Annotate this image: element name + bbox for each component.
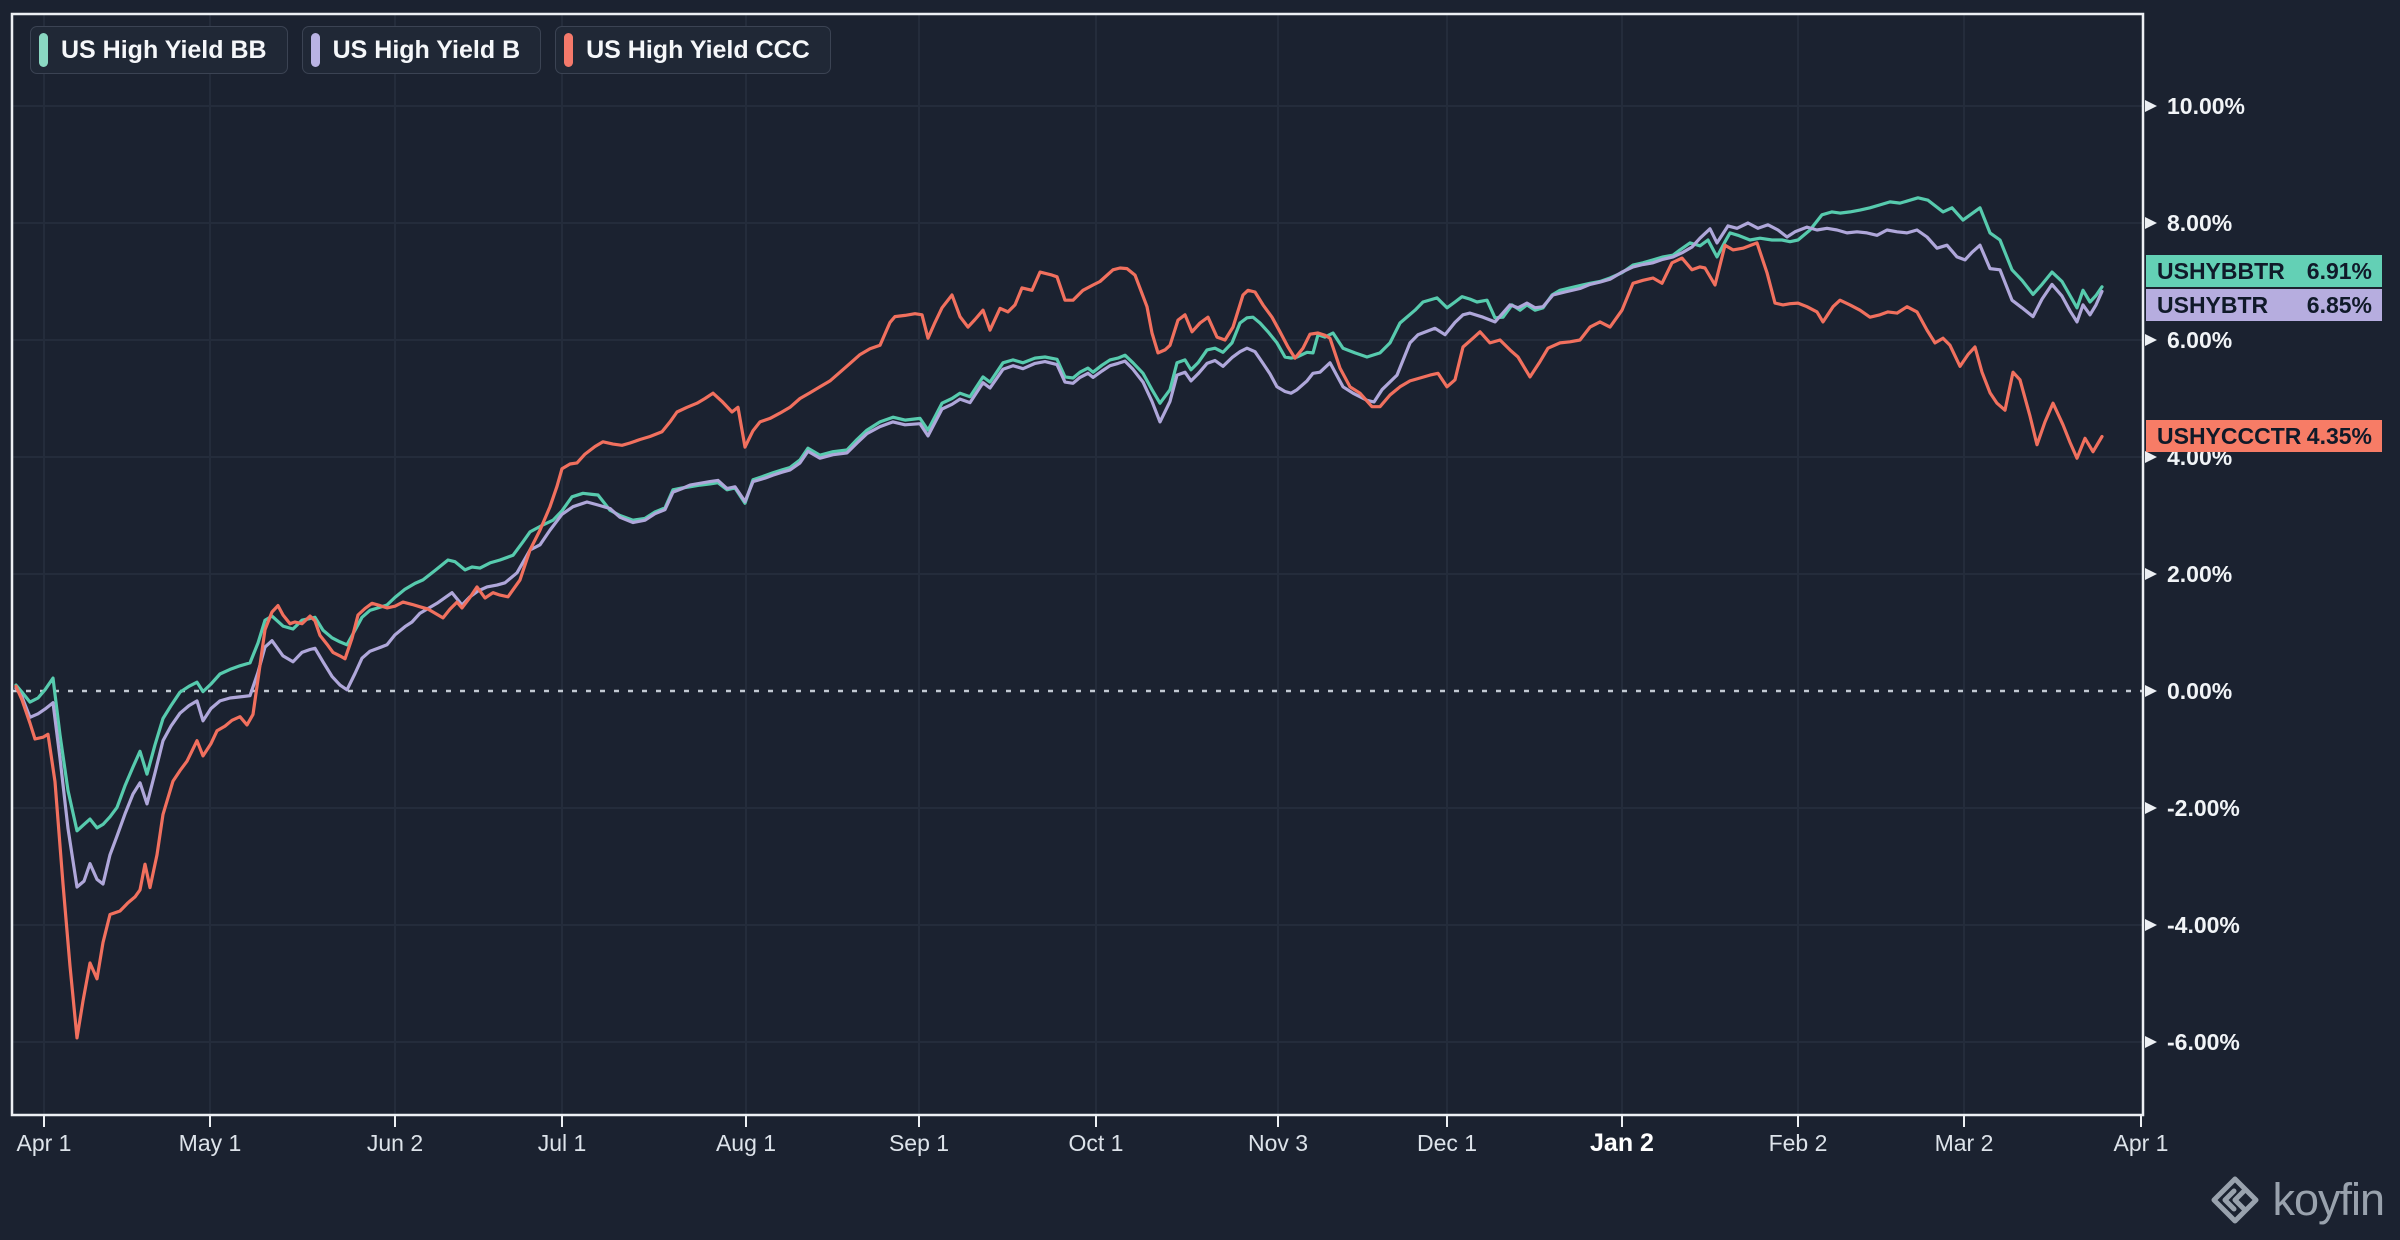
y-axis-label: -2.00%	[2167, 795, 2240, 821]
legend-item-label: US High Yield BB	[61, 35, 267, 64]
x-axis-label: Nov 3	[1248, 1130, 1308, 1156]
x-axis-label: May 1	[179, 1130, 242, 1156]
legend-item-2[interactable]: US High Yield CCC	[555, 26, 831, 74]
y-tick-arrow	[2145, 802, 2157, 814]
legend-item-1[interactable]: US High Yield B	[301, 26, 542, 74]
legend-item-label: US High Yield B	[332, 35, 521, 64]
series-line-ushyccctr[interactable]	[14, 241, 2104, 1040]
price-flag-ticker: USHYCCCTR	[2157, 423, 2302, 449]
x-axis-label: Dec 1	[1417, 1130, 1477, 1156]
price-flag-ushyccctr[interactable]: USHYCCCTR 4.35%	[2146, 420, 2382, 452]
y-tick-arrow	[2145, 217, 2157, 229]
y-tick-arrow	[2145, 568, 2157, 580]
legend: US High Yield BB US High Yield B US High Y…	[30, 26, 831, 74]
legend-item-label: US High Yield CCC	[586, 35, 810, 64]
price-flag-value: 4.35%	[2307, 423, 2372, 449]
legend-color-bar	[39, 33, 48, 67]
y-tick-arrow	[2145, 451, 2157, 463]
price-flag-ushybtr[interactable]: USHYBTR 6.85%	[2146, 289, 2382, 321]
plot-frame	[10, 12, 2145, 1117]
series-line-ushybbtr[interactable]	[14, 196, 2104, 833]
koyfin-wordmark: koyfin	[2272, 1174, 2385, 1225]
price-flag-ticker: USHYBBTR	[2157, 258, 2285, 284]
y-axis-label: 0.00%	[2167, 678, 2232, 704]
x-axis-label: Mar 2	[1935, 1130, 1994, 1156]
koyfin-logo-icon	[2211, 1176, 2259, 1224]
legend-item-0[interactable]: US High Yield BB	[30, 26, 288, 74]
price-flag-ticker: USHYBTR	[2157, 292, 2269, 318]
legend-color-bar	[564, 33, 574, 67]
y-axis-label: 10.00%	[2167, 93, 2245, 119]
y-tick-arrow	[2145, 334, 2157, 346]
x-axis-label: Apr 1	[17, 1130, 72, 1156]
y-tick-arrow	[2145, 1036, 2157, 1048]
x-axis-label: Jan 2	[1590, 1129, 1654, 1157]
series-line-ushybtr[interactable]	[14, 221, 2104, 889]
y-axis-label: 8.00%	[2167, 210, 2232, 236]
price-flag-ushybbtr[interactable]: USHYBBTR 6.91%	[2146, 255, 2382, 287]
koyfin-watermark: koyfin	[2211, 1174, 2385, 1226]
x-axis-label: Apr 1	[2114, 1130, 2169, 1156]
y-axis-label: -4.00%	[2167, 912, 2240, 938]
y-axis-label: 6.00%	[2167, 327, 2232, 353]
y-tick-arrow	[2145, 100, 2157, 112]
x-axis-label: Jun 2	[367, 1130, 423, 1156]
x-axis-label: Jul 1	[538, 1130, 587, 1156]
y-axis-label: 2.00%	[2167, 561, 2232, 587]
x-axis-label: Sep 1	[889, 1130, 949, 1156]
price-flag-value: 6.91%	[2307, 258, 2372, 284]
y-tick-arrow	[2145, 919, 2157, 931]
legend-color-bar	[310, 33, 320, 67]
price-flag-value: 6.85%	[2307, 292, 2372, 318]
x-axis-label: Oct 1	[1069, 1130, 1124, 1156]
x-axis-label: Feb 2	[1769, 1130, 1828, 1156]
y-axis-label: -6.00%	[2167, 1029, 2240, 1055]
x-axis-label: Aug 1	[716, 1130, 776, 1156]
y-tick-arrow	[2145, 685, 2157, 697]
